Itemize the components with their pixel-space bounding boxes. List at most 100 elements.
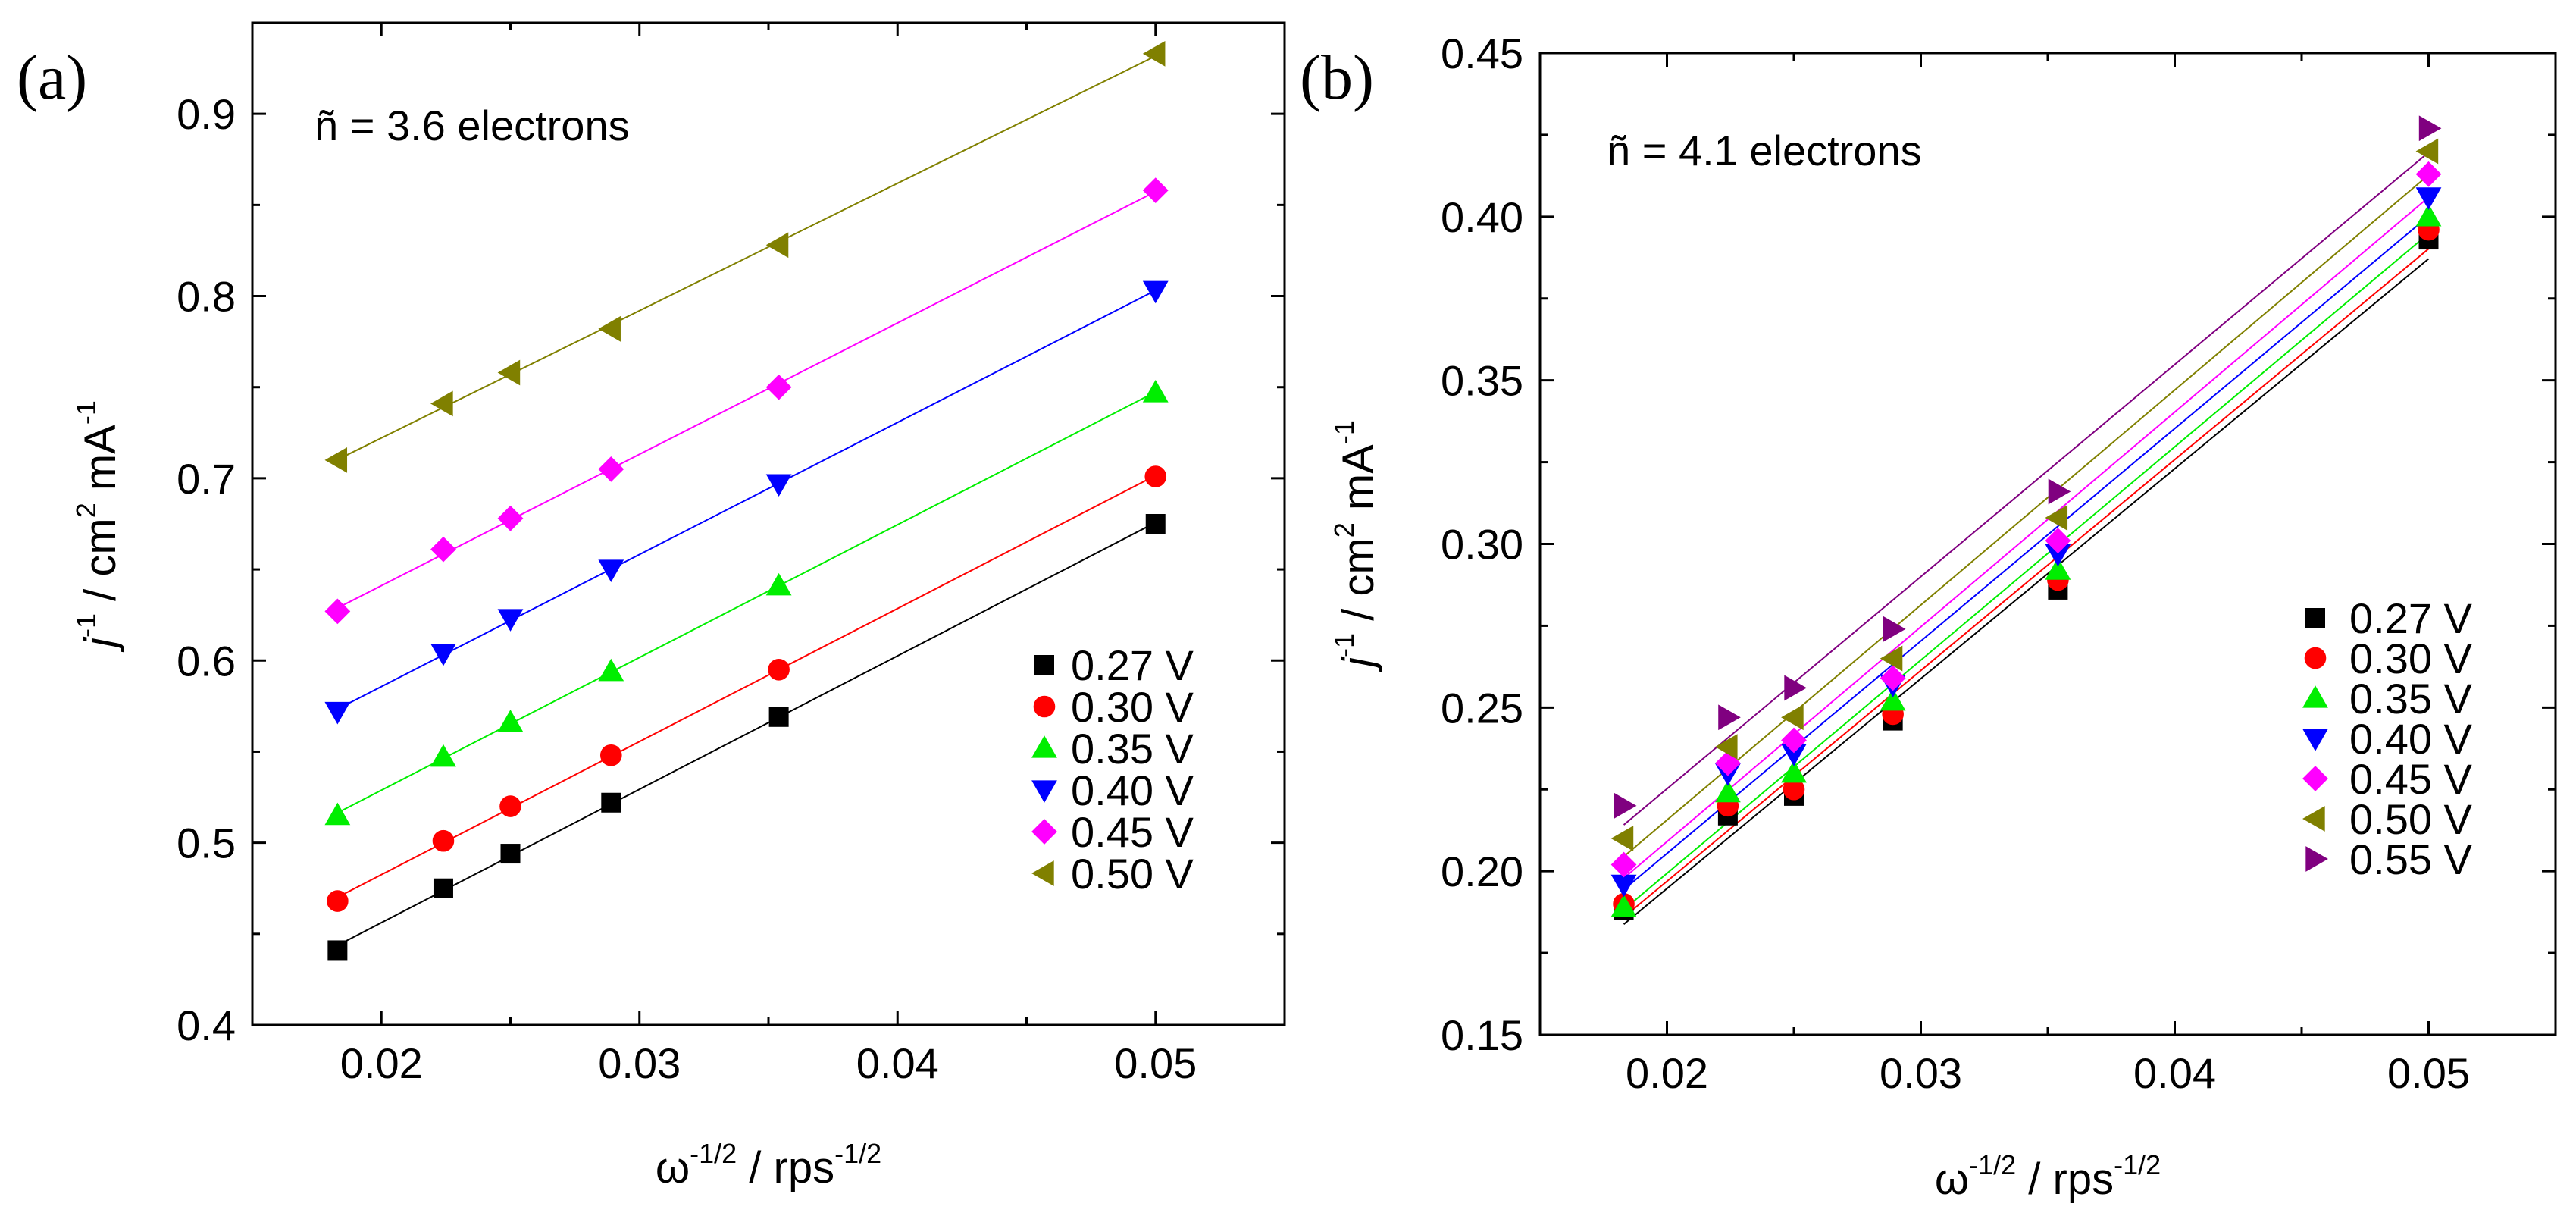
y-tick-label: 0.4 (177, 1001, 236, 1049)
data-point-series-2 (1783, 778, 1805, 801)
legend-marker-series-6 (1031, 860, 1054, 886)
x-tick-label: 0.05 (1114, 1039, 1197, 1087)
panel-a-ylabel-mid: / cm (76, 518, 125, 613)
y-tick-label: 0.8 (177, 273, 236, 321)
data-point-series-1 (433, 878, 453, 898)
legend-label: 0.55 V (2349, 835, 2473, 883)
data-point-series-2 (768, 658, 790, 681)
data-point-series-1 (500, 844, 521, 864)
data-point-series-3 (324, 802, 351, 826)
y-tick-label: 0.6 (177, 637, 236, 685)
legend-label: 0.27 V (2349, 594, 2473, 642)
data-point-series-1 (601, 792, 621, 813)
data-point-series-6 (1781, 704, 1804, 731)
data-point-series-7 (1883, 616, 1906, 642)
legend-marker-series-2 (2304, 647, 2327, 669)
x-tick-label: 0.03 (598, 1039, 681, 1087)
panel-a: (a) ñ = 3.6 electrons ω-1/2 / rps-1/2 j-… (17, 21, 1286, 1192)
fit-line-series-6 (336, 55, 1157, 461)
data-point-series-5 (497, 505, 524, 531)
data-point-series-4 (497, 609, 524, 632)
legend-marker-series-7 (2305, 846, 2328, 872)
panel-a-annotation: ñ = 3.6 electrons (315, 102, 630, 149)
legend-label: 0.30 V (1071, 683, 1194, 731)
data-point-series-3 (2415, 203, 2442, 227)
data-point-series-4 (324, 701, 351, 725)
panel-a-x-ticks: 0.02 0.03 0.04 0.05 (251, 23, 1286, 1087)
x-tick-label: 0.05 (2387, 1049, 2470, 1097)
y-tick-label: 0.25 (1441, 684, 1523, 732)
data-point-series-7 (1614, 792, 1637, 819)
data-point-series-6 (1142, 40, 1166, 67)
panel-b-plot-frame (1538, 52, 2557, 1036)
panel-a-ylabel-end: mA (76, 425, 125, 503)
x-tick-label: 0.03 (1880, 1049, 1962, 1097)
legend-label: 0.35 V (2349, 675, 2473, 722)
data-point-series-3 (1781, 760, 1807, 783)
data-point-series-5 (1880, 665, 1906, 691)
data-point-series-1 (768, 707, 789, 727)
x-tick-label: 0.02 (1626, 1049, 1708, 1097)
panel-a-data-points (324, 40, 1169, 961)
fit-line-series-7 (1623, 152, 2430, 826)
legend-marker-series-1 (2305, 608, 2325, 628)
panel-b-xlabel-sup1: -1/2 (1969, 1149, 2016, 1180)
data-point-series-5 (1715, 750, 1741, 776)
fit-line-series-6 (1623, 174, 2430, 857)
panel-a-y-axis-label: j-1 / cm2 mA-1 (70, 400, 125, 653)
data-point-series-5 (2045, 528, 2071, 554)
panel-b-y-ticks: 0.15 0.20 0.25 0.30 0.35 0.40 0.45 (1441, 30, 2556, 1059)
legend-marker-series-3 (2302, 685, 2328, 708)
y-tick-label: 0.7 (177, 455, 236, 503)
data-point-series-5 (765, 374, 792, 400)
panel-a-y-ticks: 0.4 0.5 0.6 0.7 0.8 0.9 (177, 90, 1285, 1049)
panel-a-ylabel-sup3: -1 (70, 400, 102, 425)
panel-b-x-ticks: 0.02 0.03 0.04 0.05 (1538, 53, 2557, 1097)
panel-b-label: (b) (1300, 42, 1374, 113)
panel-b-xlabel-base: ω (1935, 1155, 1969, 1204)
data-point-series-4 (1142, 280, 1169, 304)
y-tick-label: 0.5 (177, 820, 236, 867)
data-point-series-4 (2045, 544, 2071, 567)
data-point-series-1 (327, 940, 348, 961)
legend-marker-series-2 (1033, 695, 1056, 718)
data-point-series-1 (1145, 514, 1166, 534)
legend-marker-series-6 (2302, 806, 2325, 832)
data-point-series-5 (324, 598, 351, 625)
data-point-series-6 (2045, 505, 2068, 531)
data-point-series-2 (499, 795, 521, 817)
data-point-series-6 (2415, 138, 2439, 165)
panel-b-legend: 0.27 V0.30 V0.35 V0.40 V0.45 V0.50 V0.55… (2302, 594, 2473, 883)
legend-marker-series-1 (1034, 655, 1054, 675)
legend-label: 0.30 V (2349, 635, 2473, 682)
legend-label: 0.40 V (2349, 715, 2473, 763)
fit-line-series-1 (1623, 258, 2430, 925)
fit-line-series-2 (1623, 248, 2430, 918)
y-tick-label: 0.40 (1441, 193, 1523, 241)
panel-b-x-axis-label: ω-1/2 / rps-1/2 (1935, 1149, 2161, 1204)
legend-marker-series-4 (1031, 780, 1057, 803)
y-tick-label: 0.35 (1441, 357, 1523, 405)
panel-b: (b) ñ = 4.1 electrons ω-1/2 / rps-1/2 j-… (1300, 30, 2557, 1204)
data-point-series-4 (430, 643, 456, 666)
data-point-series-3 (1142, 380, 1169, 403)
legend-label: 0.40 V (1071, 766, 1194, 814)
data-point-series-4 (1610, 874, 1637, 898)
legend-marker-series-3 (1031, 735, 1057, 758)
panel-b-y-axis-label: j-1 / cm2 mA-1 (1329, 420, 1383, 672)
legend-marker-series-5 (2302, 766, 2328, 791)
panel-b-fit-lines (1623, 152, 2430, 925)
fit-line-series-1 (336, 522, 1157, 946)
panel-b-xlabel-mid: / rps (2016, 1155, 2114, 1204)
panel-a-xlabel-sup2: -1/2 (834, 1138, 881, 1169)
y-tick-label: 0.15 (1441, 1011, 1523, 1059)
panel-b-ylabel-mid: / cm (1334, 537, 1383, 633)
fit-line-series-4 (1623, 215, 2430, 891)
data-point-series-5 (430, 536, 456, 563)
panel-b-annotation: ñ = 4.1 electrons (1607, 127, 1922, 174)
y-tick-label: 0.30 (1441, 521, 1523, 569)
data-point-series-7 (1718, 704, 1741, 731)
legend-marker-series-5 (1031, 819, 1057, 845)
fit-line-series-3 (1623, 233, 2430, 910)
